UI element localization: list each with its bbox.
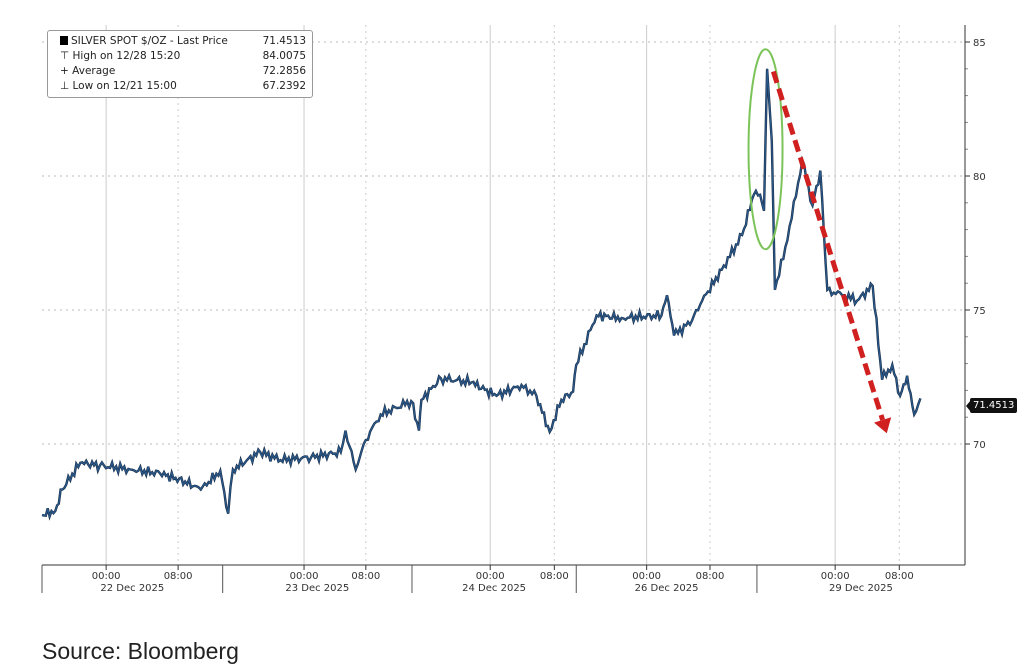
legend-low-label: Low on 12/21 15:00 — [72, 80, 177, 92]
legend-high-label: High on 12/28 15:20 — [72, 50, 181, 62]
x-tick-label: 08:00 — [885, 571, 914, 582]
source-caption: Source: Bloomberg — [42, 638, 239, 664]
spike-highlight-ellipse — [747, 48, 784, 251]
x-tick-label: 08:00 — [164, 571, 193, 582]
y-tick-label: 80 — [973, 172, 986, 183]
downtrend-arrow — [770, 70, 885, 421]
x-tick-label: 08:00 — [540, 571, 569, 582]
session-date-label: 29 Dec 2025 — [829, 583, 893, 594]
session-date-label: 24 Dec 2025 — [462, 583, 526, 594]
x-tick-label: 08:00 — [351, 571, 380, 582]
last-price-label: 71.4513 — [970, 398, 1018, 413]
y-tick-label: 70 — [973, 440, 986, 451]
low-marker-icon: ⊥ — [60, 80, 70, 92]
legend-average-value: 72.2856 — [262, 65, 306, 77]
x-tick-label: 08:00 — [696, 571, 725, 582]
chart-legend: SILVER SPOT $/OZ - Last Price 71.4513 ⊤ H… — [47, 30, 313, 98]
session-date-label: 23 Dec 2025 — [285, 583, 349, 594]
x-tick-label: 00:00 — [476, 571, 505, 582]
last-price-pointer-icon — [966, 400, 971, 412]
downtrend-arrowhead-icon — [874, 417, 892, 434]
series-swatch-icon — [60, 36, 68, 45]
x-tick-label: 00:00 — [290, 571, 319, 582]
price-line — [41, 68, 921, 519]
x-tick-label: 00:00 — [92, 571, 121, 582]
legend-high-value: 84.0075 — [262, 50, 306, 62]
x-tick-label: 00:00 — [821, 571, 850, 582]
legend-series-value: 71.4513 — [262, 35, 306, 47]
high-marker-icon: ⊤ — [60, 50, 70, 62]
legend-average-label: Average — [72, 65, 116, 77]
legend-series-label: SILVER SPOT $/OZ - Last Price — [71, 35, 228, 47]
y-tick-label: 85 — [973, 38, 986, 49]
x-tick-label: 00:00 — [632, 571, 661, 582]
session-date-label: 22 Dec 2025 — [100, 583, 164, 594]
plot-area — [42, 25, 965, 565]
average-marker-icon: + — [60, 65, 69, 77]
legend-low-value: 67.2392 — [262, 80, 306, 92]
session-date-label: 26 Dec 2025 — [635, 583, 699, 594]
y-tick-label: 75 — [973, 306, 986, 317]
